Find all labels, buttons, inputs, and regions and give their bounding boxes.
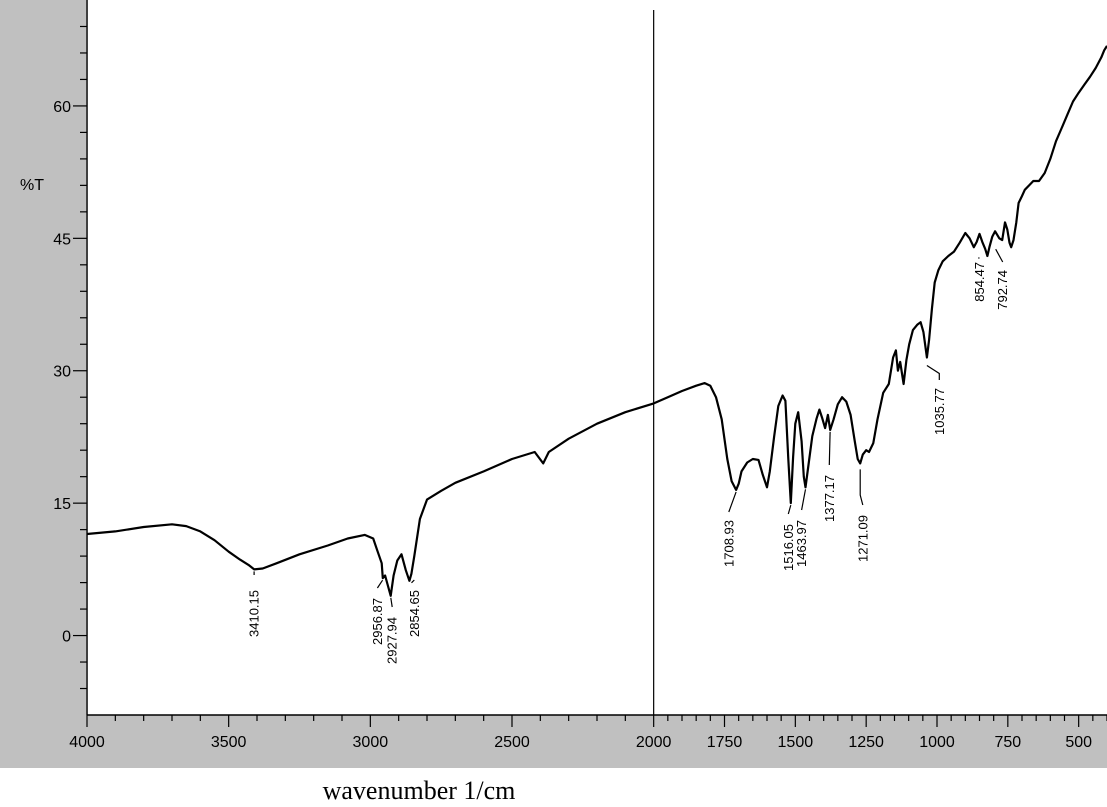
- peak-label: 1516.05: [781, 524, 796, 571]
- left-axis-panel: [0, 0, 86, 768]
- peak-leader-line: [411, 579, 415, 584]
- x-axis-label: wavenumber 1/cm: [323, 776, 516, 805]
- x-tick-label: 1000: [919, 734, 955, 751]
- peak-leader-line: [390, 597, 393, 608]
- peak-leader-line: [859, 469, 864, 506]
- y-tick-label: 15: [53, 496, 71, 513]
- peak-label: 1708.93: [721, 520, 736, 567]
- x-axis-ticks: 4000 3500 3000 2500 2000 1750 1500 1250 1000 750 5…: [69, 715, 1107, 751]
- y-axis-ticks: 0 15 30 45 60: [53, 25, 87, 690]
- series-line: [86, 45, 1107, 597]
- y-tick-label: 45: [53, 231, 71, 248]
- peak-leader-line: [728, 491, 737, 513]
- x-tick-label: 1750: [707, 734, 743, 751]
- peak-label: 2956.87: [370, 598, 385, 645]
- peak-label: 854.47: [972, 262, 987, 302]
- bottom-axis-panel: [0, 715, 1107, 768]
- x-tick-label: 750: [994, 734, 1021, 751]
- peak-label: 792.74: [995, 270, 1010, 310]
- x-tick-label: 500: [1065, 734, 1092, 751]
- peak-label: 1377.17: [822, 475, 837, 522]
- x-tick-label: 1250: [848, 734, 884, 751]
- x-tick-label: 3500: [211, 734, 247, 751]
- peak-label: 3410.15: [247, 590, 262, 637]
- peak-leader-line: [376, 579, 384, 589]
- peak-label: 2927.94: [385, 617, 400, 664]
- peak-labels: 3410.15 2956.87 2927.94 2854.65 1708.93 1516.…: [247, 248, 1010, 664]
- x-tick-label: 3000: [353, 734, 389, 751]
- peak-leader-line: [926, 364, 940, 380]
- peak-label: 1271.09: [855, 515, 870, 562]
- x-tick-label: 2500: [494, 734, 530, 751]
- peak-leader-line: [828, 431, 831, 466]
- peak-label: 1035.77: [932, 388, 947, 435]
- peak-leader-line: [995, 248, 1004, 263]
- peak-label: 1463.97: [794, 520, 809, 567]
- y-tick-label: 60: [53, 99, 71, 116]
- plot-area: [87, 0, 1107, 715]
- x-tick-label: 1500: [778, 734, 814, 751]
- peak-label: 2854.65: [407, 590, 422, 637]
- x-tick-label: 2000: [636, 734, 672, 751]
- peak-leader-line: [787, 504, 792, 515]
- peak-leader-line: [801, 489, 807, 511]
- y-tick-label: 0: [62, 629, 71, 646]
- x-tick-label: 4000: [69, 734, 105, 751]
- y-axis-label: %T: [20, 177, 44, 194]
- y-tick-label: 30: [53, 364, 71, 381]
